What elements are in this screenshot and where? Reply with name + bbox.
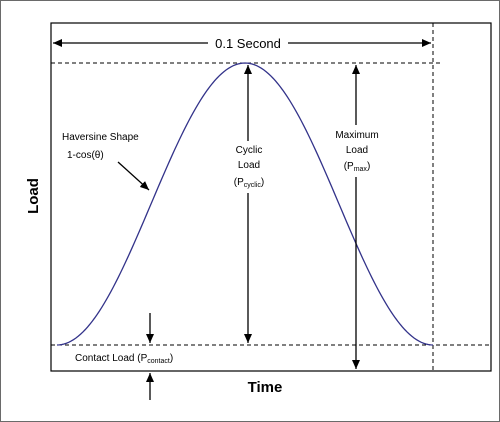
x-axis-label: Time [248,379,283,396]
maximum-load-label-line1: Maximum [335,130,378,141]
plot-area-border [50,22,492,372]
haversine-shape-label-line2: 1-cos(θ) [67,150,104,161]
contact-load-label: Contact Load (Pcontact) [75,353,173,365]
y-axis-label: Load [25,178,42,214]
haversine-shape-label-line1: Haversine Shape [62,132,139,143]
haversine-shape-pointer-arrow [117,161,150,191]
duration-label-backdrop [208,35,288,51]
cyclic-load-label-backdrop [226,141,272,193]
maximum-load-label-symbol: (Pmax) [344,161,371,173]
maximum-load-label-line2: Load [346,145,368,156]
cyclic-load-label-line2: Load [238,160,260,171]
cyclic-load-label-line1: Cyclic [236,145,263,156]
haversine-curve [56,62,434,346]
maximum-load-label-backdrop [334,125,380,177]
cyclic-load-label-symbol: (Pcyclic) [234,177,264,189]
duration-label: 0.1 Second [215,36,281,51]
